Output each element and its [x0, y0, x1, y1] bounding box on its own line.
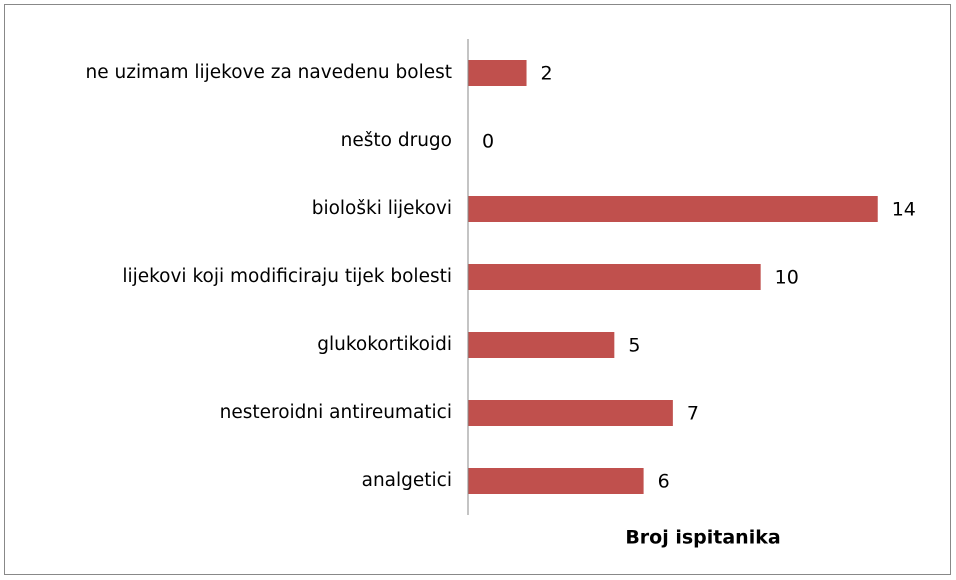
bar	[468, 400, 673, 426]
bar	[468, 60, 527, 86]
x-axis-title: Broj ispitanika	[625, 527, 780, 549]
value-label: 2	[541, 63, 553, 85]
bar	[468, 332, 615, 358]
value-label: 14	[892, 199, 916, 221]
value-label: 10	[775, 267, 799, 289]
value-label: 6	[658, 471, 670, 493]
category-text: biološki lijekovi	[311, 198, 452, 219]
category-label: ne uzimam lijekove za navedenu bolest	[12, 39, 452, 107]
category-label: lijekovi koji modificiraju tijek bolesti	[12, 243, 452, 311]
bar	[468, 468, 644, 494]
bar	[468, 264, 761, 290]
bar	[468, 196, 878, 222]
category-text: lijekovi koji modificiraju tijek bolesti	[122, 266, 452, 287]
value-label: 7	[687, 403, 699, 425]
value-label: 0	[482, 131, 494, 153]
category-label: nesteroidni antireumatici	[12, 379, 452, 447]
category-label: glukokortikoidi	[12, 311, 452, 379]
value-label: 5	[628, 335, 640, 357]
category-text: nešto drugo	[340, 130, 452, 151]
category-label: nešto drugo	[12, 107, 452, 175]
category-text: glukokortikoidi	[317, 334, 452, 355]
category-label: biološki lijekovi	[12, 175, 452, 243]
category-text: analgetici	[361, 470, 452, 491]
category-text: ne uzimam lijekove za navedenu bolest	[85, 62, 452, 83]
category-text: nesteroidni antireumatici	[219, 402, 452, 423]
category-label: analgetici	[12, 447, 452, 515]
